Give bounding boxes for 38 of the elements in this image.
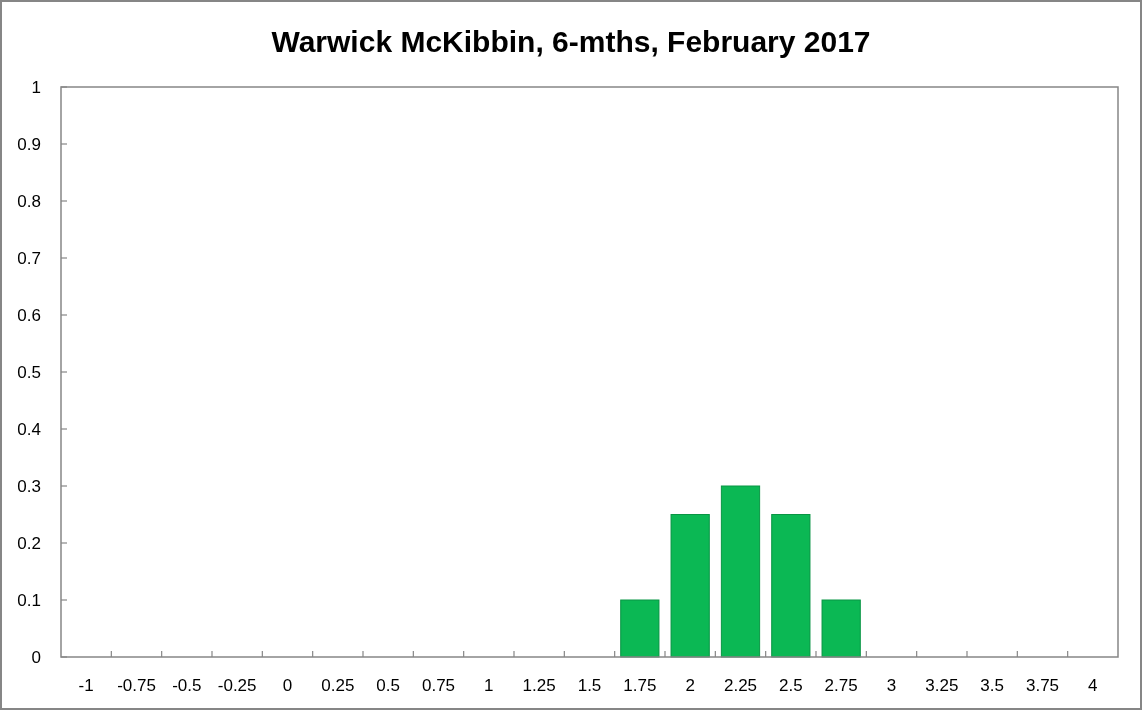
x-tick-label: 2.5: [779, 676, 803, 695]
x-tick-label: 1.5: [577, 676, 602, 695]
x-tick-label: 0.25: [321, 676, 355, 695]
bar: [670, 514, 710, 658]
y-tick-label: 0.2: [17, 533, 41, 553]
x-tick-label: 0.5: [376, 676, 400, 695]
bar: [771, 514, 811, 658]
x-tick-label: -0.5: [172, 676, 202, 695]
y-tick-label: 1: [31, 77, 41, 97]
x-tick-label: -0.25: [217, 676, 257, 695]
chart-title: Warwick McKibbin, 6-mths, February 2017: [271, 25, 871, 58]
x-tick-label: 3.5: [980, 676, 1004, 695]
y-tick-label: 0.8: [17, 191, 41, 211]
bar: [720, 485, 761, 658]
x-tick-label: 1: [484, 676, 494, 695]
y-tick-label: 0.7: [17, 248, 41, 268]
x-tick-label: 2: [685, 676, 695, 695]
bar: [821, 599, 861, 658]
x-tick-label: -0.75: [117, 676, 156, 695]
y-tick-label: 0: [31, 647, 41, 667]
x-tick-label: -1: [78, 676, 94, 695]
x-tick-label: 3.25: [925, 676, 959, 695]
x-tick-label: 3: [886, 676, 897, 695]
y-tick-label: 0.3: [17, 476, 41, 496]
y-tick-label: 0.5: [17, 362, 41, 382]
x-tick-label: 2.75: [824, 676, 858, 695]
x-tick-label: 0.75: [421, 676, 456, 695]
bar: [620, 599, 660, 658]
y-tick-label: 0.4: [17, 419, 41, 439]
x-tick-label: 1.25: [522, 676, 556, 695]
x-tick-label: 1.75: [623, 676, 657, 695]
x-tick-label: 2.25: [723, 676, 758, 695]
x-tick-label: 3.75: [1025, 676, 1060, 695]
y-tick-label: 0.1: [17, 590, 41, 610]
y-tick-label: 0.6: [17, 305, 41, 325]
y-tick-label: 0.9: [17, 134, 41, 154]
x-tick-label: 4: [1088, 676, 1098, 695]
x-tick-label: 0: [282, 676, 293, 695]
